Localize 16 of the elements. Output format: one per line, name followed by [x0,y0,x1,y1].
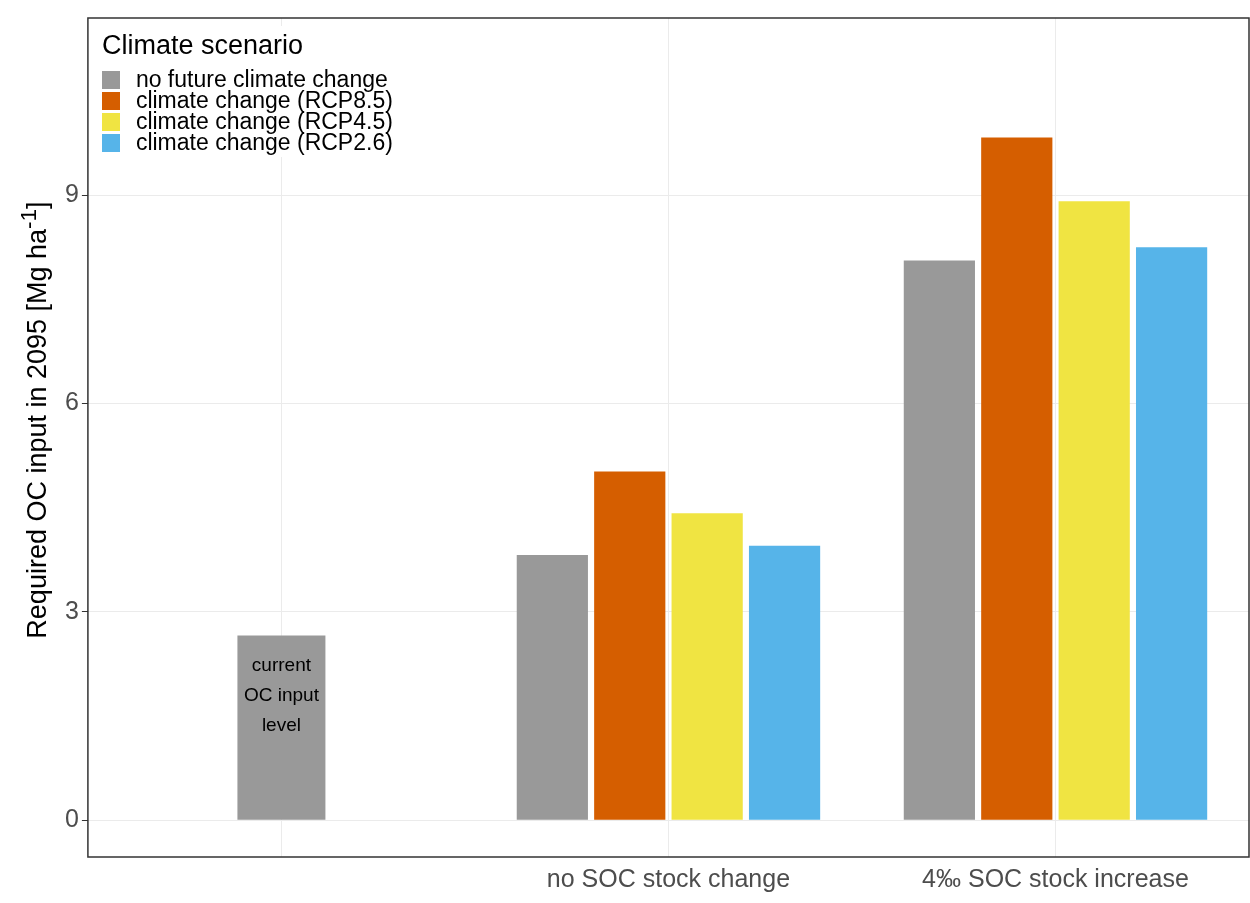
y-tick-label: 6 [65,387,79,416]
bar [981,137,1053,820]
bar [903,260,975,820]
y-tick-label: 0 [65,804,79,833]
bar [1135,247,1208,820]
y-tick-label: 3 [65,595,79,624]
legend-title: Climate scenario [101,30,304,61]
bar [594,471,666,820]
bar [671,513,743,820]
annotation: current OC input level [243,654,320,736]
x-tick-label: no SOC stock change [546,863,791,892]
bar [516,554,588,820]
x-tick-label: 4‰ SOC stock increase [922,863,1189,892]
y-tick-label: 9 [65,179,79,207]
bar [1058,201,1130,820]
bar [748,545,821,820]
